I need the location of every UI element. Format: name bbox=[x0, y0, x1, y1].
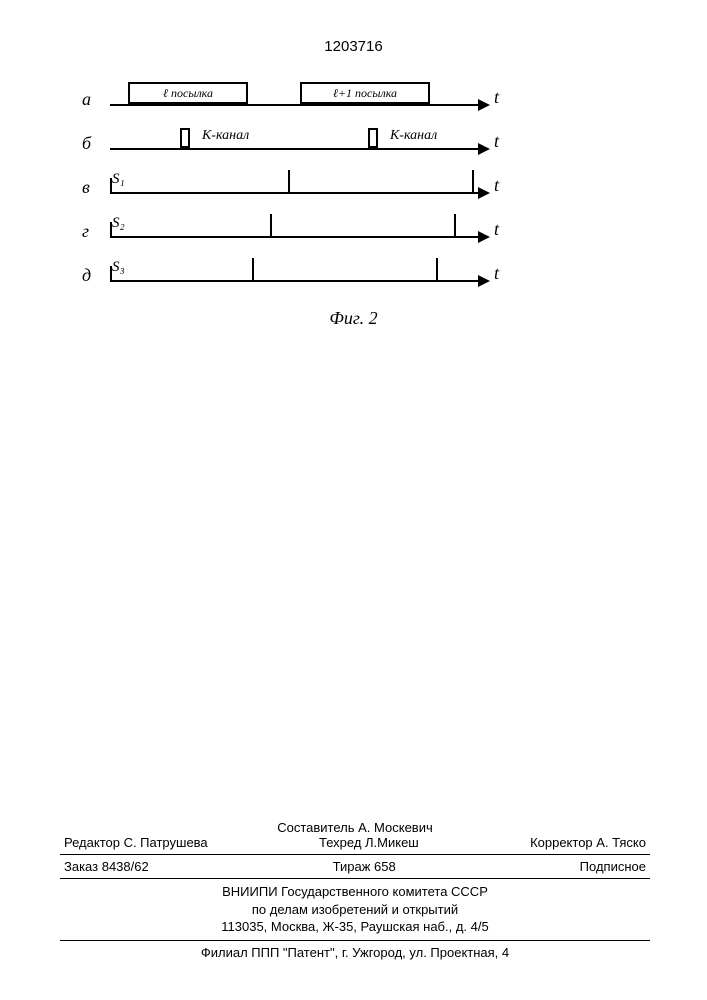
axis-v bbox=[110, 192, 480, 194]
org-line-2: по делам изобретений и открытий bbox=[60, 901, 650, 919]
diagram-row-v: в S₁ t bbox=[110, 158, 590, 202]
order-number: Заказ 8438/62 bbox=[64, 859, 149, 874]
corrector: Корректор А. Тяско bbox=[530, 835, 646, 850]
arrow-b bbox=[478, 143, 490, 155]
divider-2 bbox=[60, 878, 650, 879]
axis-a bbox=[110, 104, 480, 106]
compiler-line: Составитель А. Москевич bbox=[60, 820, 650, 835]
footer-block: Составитель А. Москевич Редактор С. Патр… bbox=[60, 820, 650, 960]
sub-label-s3: S₃ bbox=[112, 259, 125, 276]
credit-row: Редактор С. Патрушева Техред Л.Микеш Кор… bbox=[60, 835, 650, 850]
t-label-g: t bbox=[494, 219, 499, 240]
tech-editor: Техред Л.Микеш bbox=[319, 835, 419, 850]
row-label-b: б bbox=[82, 133, 91, 154]
order-row: Заказ 8438/62 Тираж 658 Подписное bbox=[60, 859, 650, 874]
axis-b bbox=[110, 148, 480, 150]
t-label-v: t bbox=[494, 175, 499, 196]
diagram-row-d: д S₃ t bbox=[110, 246, 590, 290]
tick-g-2 bbox=[454, 214, 456, 236]
organization: ВНИИПИ Государственного комитета СССР по… bbox=[60, 883, 650, 936]
divider-3 bbox=[60, 940, 650, 941]
tirage: Тираж 658 bbox=[333, 859, 396, 874]
arrow-g bbox=[478, 231, 490, 243]
page-number: 1203716 bbox=[324, 38, 382, 55]
pulse-box-2: ℓ+1 посылка bbox=[300, 82, 430, 104]
credits: Составитель А. Москевич Редактор С. Патр… bbox=[60, 820, 650, 850]
tick-v-2 bbox=[472, 170, 474, 192]
t-label-b: t bbox=[494, 131, 499, 152]
origin-tick-d bbox=[110, 266, 112, 280]
arrow-v bbox=[478, 187, 490, 199]
arrow-d bbox=[478, 275, 490, 287]
k-channel-label-1: К-канал bbox=[202, 128, 249, 144]
row-label-v: в bbox=[82, 177, 90, 198]
narrow-pulse-2 bbox=[368, 128, 378, 148]
sub-label-s2: S₂ bbox=[112, 215, 125, 232]
tick-v-1 bbox=[288, 170, 290, 192]
diagram-row-a: а t ℓ посылка ℓ+1 посылка bbox=[110, 70, 590, 114]
t-label-a: t bbox=[494, 87, 499, 108]
arrow-a bbox=[478, 99, 490, 111]
pulse-box-1: ℓ посылка bbox=[128, 82, 248, 104]
row-label-d: д bbox=[82, 265, 91, 286]
origin-tick-v bbox=[110, 178, 112, 192]
tick-d-1 bbox=[252, 258, 254, 280]
diagram-row-g: г S₂ t bbox=[110, 202, 590, 246]
branch-line: Филиал ППП "Патент", г. Ужгород, ул. Про… bbox=[60, 945, 650, 960]
divider-1 bbox=[60, 854, 650, 855]
figure-caption: Фиг. 2 bbox=[329, 308, 377, 329]
t-label-d: t bbox=[494, 263, 499, 284]
editor: Редактор С. Патрушева bbox=[64, 835, 208, 850]
tick-g-1 bbox=[270, 214, 272, 236]
timing-diagram: а t ℓ посылка ℓ+1 посылка б t К-канал К-… bbox=[110, 70, 590, 290]
narrow-pulse-1 bbox=[180, 128, 190, 148]
org-line-3: 113035, Москва, Ж-35, Раушская наб., д. … bbox=[60, 918, 650, 936]
org-line-1: ВНИИПИ Государственного комитета СССР bbox=[60, 883, 650, 901]
sub-label-s1: S₁ bbox=[112, 171, 125, 188]
k-channel-label-2: К-канал bbox=[390, 128, 437, 144]
axis-d bbox=[110, 280, 480, 282]
tick-d-2 bbox=[436, 258, 438, 280]
row-label-g: г bbox=[82, 221, 89, 242]
subscription: Подписное bbox=[580, 859, 646, 874]
row-label-a: а bbox=[82, 89, 91, 110]
origin-tick-g bbox=[110, 222, 112, 236]
axis-g bbox=[110, 236, 480, 238]
diagram-row-b: б t К-канал К-канал bbox=[110, 114, 590, 158]
